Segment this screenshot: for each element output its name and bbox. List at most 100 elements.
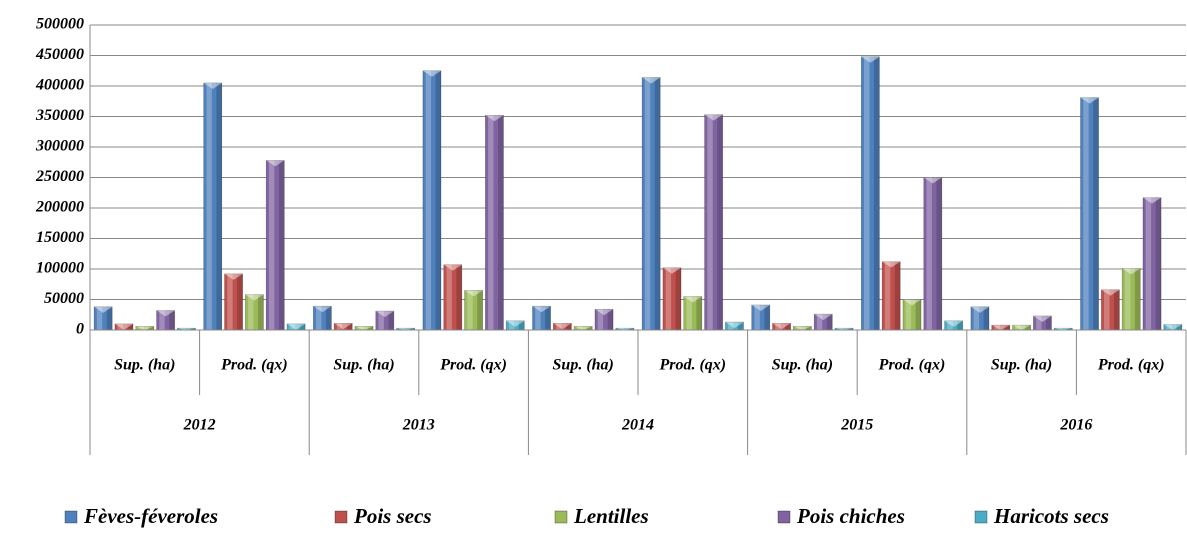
bar-cap [1101,289,1120,296]
group-label: 2012 [183,417,216,434]
bar-shade [957,320,963,330]
bar-shade [508,320,515,330]
bar-shade [936,177,942,330]
legend-label: Fèves-féveroles [83,504,218,528]
bar-shade [1113,289,1120,330]
bar-shade [597,309,604,330]
bar-shade [535,306,541,330]
x-tick-label: Sup. (ha) [114,357,175,374]
bar-shade [864,56,870,330]
bar-cap [506,320,525,327]
bar-shade [816,314,823,330]
x-tick-label: Sup. (ha) [772,357,833,374]
group-label: 2016 [1059,417,1092,434]
bar-cap [1142,197,1162,204]
bar-shade [1036,315,1042,330]
bar-cap [615,328,634,330]
bar-shade [388,311,394,330]
x-tick-label: Prod. (qx) [1097,357,1165,374]
bar-shade [785,323,791,330]
bar-shade [378,311,384,330]
bar-cap [443,264,462,271]
bar-cap [375,311,394,318]
y-tick-label: 350000 [35,107,84,124]
bar-cap [266,160,285,167]
bar-shade [675,267,682,330]
x-tick-label: Sup. (ha) [553,357,614,374]
bar-shade [299,323,306,330]
bar-shade [837,328,844,330]
bar-cap [532,306,551,313]
bar-shade [268,160,275,330]
bar-shade [926,177,932,330]
bar-shade [399,328,405,330]
bar-cap [354,326,374,330]
bar-shade [148,326,154,330]
bar-cap [835,328,854,330]
legend-swatch [64,510,78,524]
bar-shade [717,114,723,330]
bar-shade [796,326,802,330]
bar-shade [545,306,551,330]
bar-cap [245,294,264,301]
bar-shade [227,273,233,330]
bar-cap [902,299,922,306]
bar-shade [216,82,222,330]
bar-cap [1012,325,1031,330]
bar-shade [1124,268,1131,330]
bar-cap [1054,328,1073,330]
bar-shade [456,264,462,330]
bar-shade [278,160,285,330]
bar-cap [793,326,812,330]
legend-swatch [554,510,568,524]
bar-shade [446,264,452,330]
bar-shade [983,306,989,330]
x-tick-label: Sup. (ha) [991,357,1052,374]
bar-shade [994,325,1000,330]
bar-shade [180,328,186,330]
bar-cap [485,115,504,122]
bar-cap [683,296,702,303]
bar-cap [594,309,614,316]
bar-shade [665,267,672,330]
bar-shade [618,328,624,330]
bar-shade [1004,325,1010,330]
bar-shade [336,323,343,330]
bar-cap [725,322,744,329]
bar-shade [127,323,134,330]
bar-shade [576,326,583,330]
bar-shade [696,296,702,330]
group-label: 2014 [621,417,654,434]
bar-cap [1033,315,1052,322]
bar-shade [764,304,770,330]
legend-label: Pois chiches [796,504,905,528]
bar-shade [826,314,833,330]
bar-shade [556,323,562,330]
bar-shade [644,77,651,331]
bar-shade [1104,289,1110,330]
y-tick-label: 300000 [35,138,84,155]
bar-shade [894,261,901,330]
bar-shade [477,290,483,330]
bar-cap [991,325,1010,330]
bar-shade [488,115,494,330]
bar-shade [346,323,353,330]
bar-cap [396,328,415,330]
bar-cap [882,261,901,268]
bar-shade [357,326,364,330]
bar-shade [1093,97,1099,330]
bar-shade [728,322,734,330]
bar-shade [1066,328,1073,330]
bar-cap [114,323,134,330]
bar-cap [464,290,483,297]
bar-cap [94,306,113,313]
bar-cap [1163,324,1182,330]
y-tick-label: 0 [76,321,84,338]
bar-shade [884,261,891,330]
legend-swatch [777,510,791,524]
bar-shade [1025,325,1031,330]
bar-shade [806,326,812,330]
bar-shade [847,328,854,330]
bar-cap [135,326,154,330]
